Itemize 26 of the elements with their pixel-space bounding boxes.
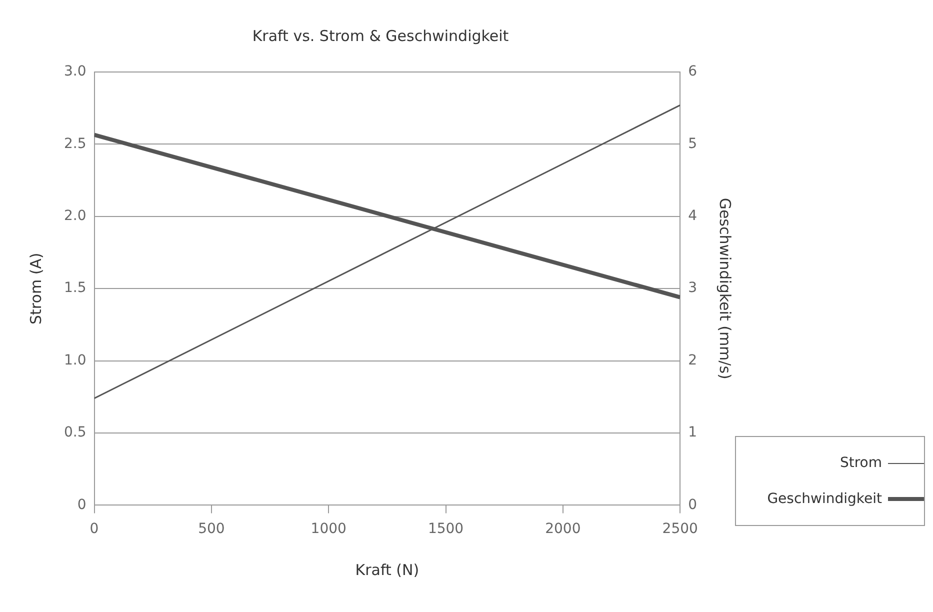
y-tick-label: 0.5 (64, 424, 86, 441)
x-tick-label: 2500 (662, 521, 698, 538)
y2-tick-label: 1 (688, 424, 698, 441)
x-axis-title: Kraft (N) (355, 560, 420, 579)
y-tick-label: 1.5 (64, 280, 86, 296)
chart-title: Kraft vs. Strom & Geschwindigkeit (252, 26, 509, 45)
legend-label: Geschwindigkeit (767, 491, 882, 507)
y2-tick-label: 2 (688, 352, 698, 368)
y-tick-label: 0 (77, 496, 86, 513)
y-axis-title: Strom (A) (26, 252, 45, 324)
x-tick-label: 500 (198, 521, 225, 538)
y2-tick-label: 3 (688, 280, 698, 296)
y-tick-label: 1.0 (64, 352, 86, 368)
y-tick-label: 2.5 (64, 136, 86, 152)
y-tick-label: 3.0 (64, 64, 86, 80)
y2-tick-label: 6 (688, 64, 698, 80)
legend-label: Strom (840, 455, 882, 471)
y2-tick-label: 4 (688, 208, 698, 224)
x-tick-label: 2000 (545, 521, 581, 538)
y2-axis-title: Geschwindigkeit (mm/s) (716, 198, 734, 380)
x-tick-label: 0 (90, 521, 99, 538)
x-tick-label: 1000 (310, 521, 346, 538)
y-tick-label: 2.0 (64, 208, 86, 224)
y2-tick-label: 0 (688, 496, 698, 513)
x-tick-label: 1500 (428, 521, 464, 538)
y2-tick-label: 5 (688, 136, 698, 152)
